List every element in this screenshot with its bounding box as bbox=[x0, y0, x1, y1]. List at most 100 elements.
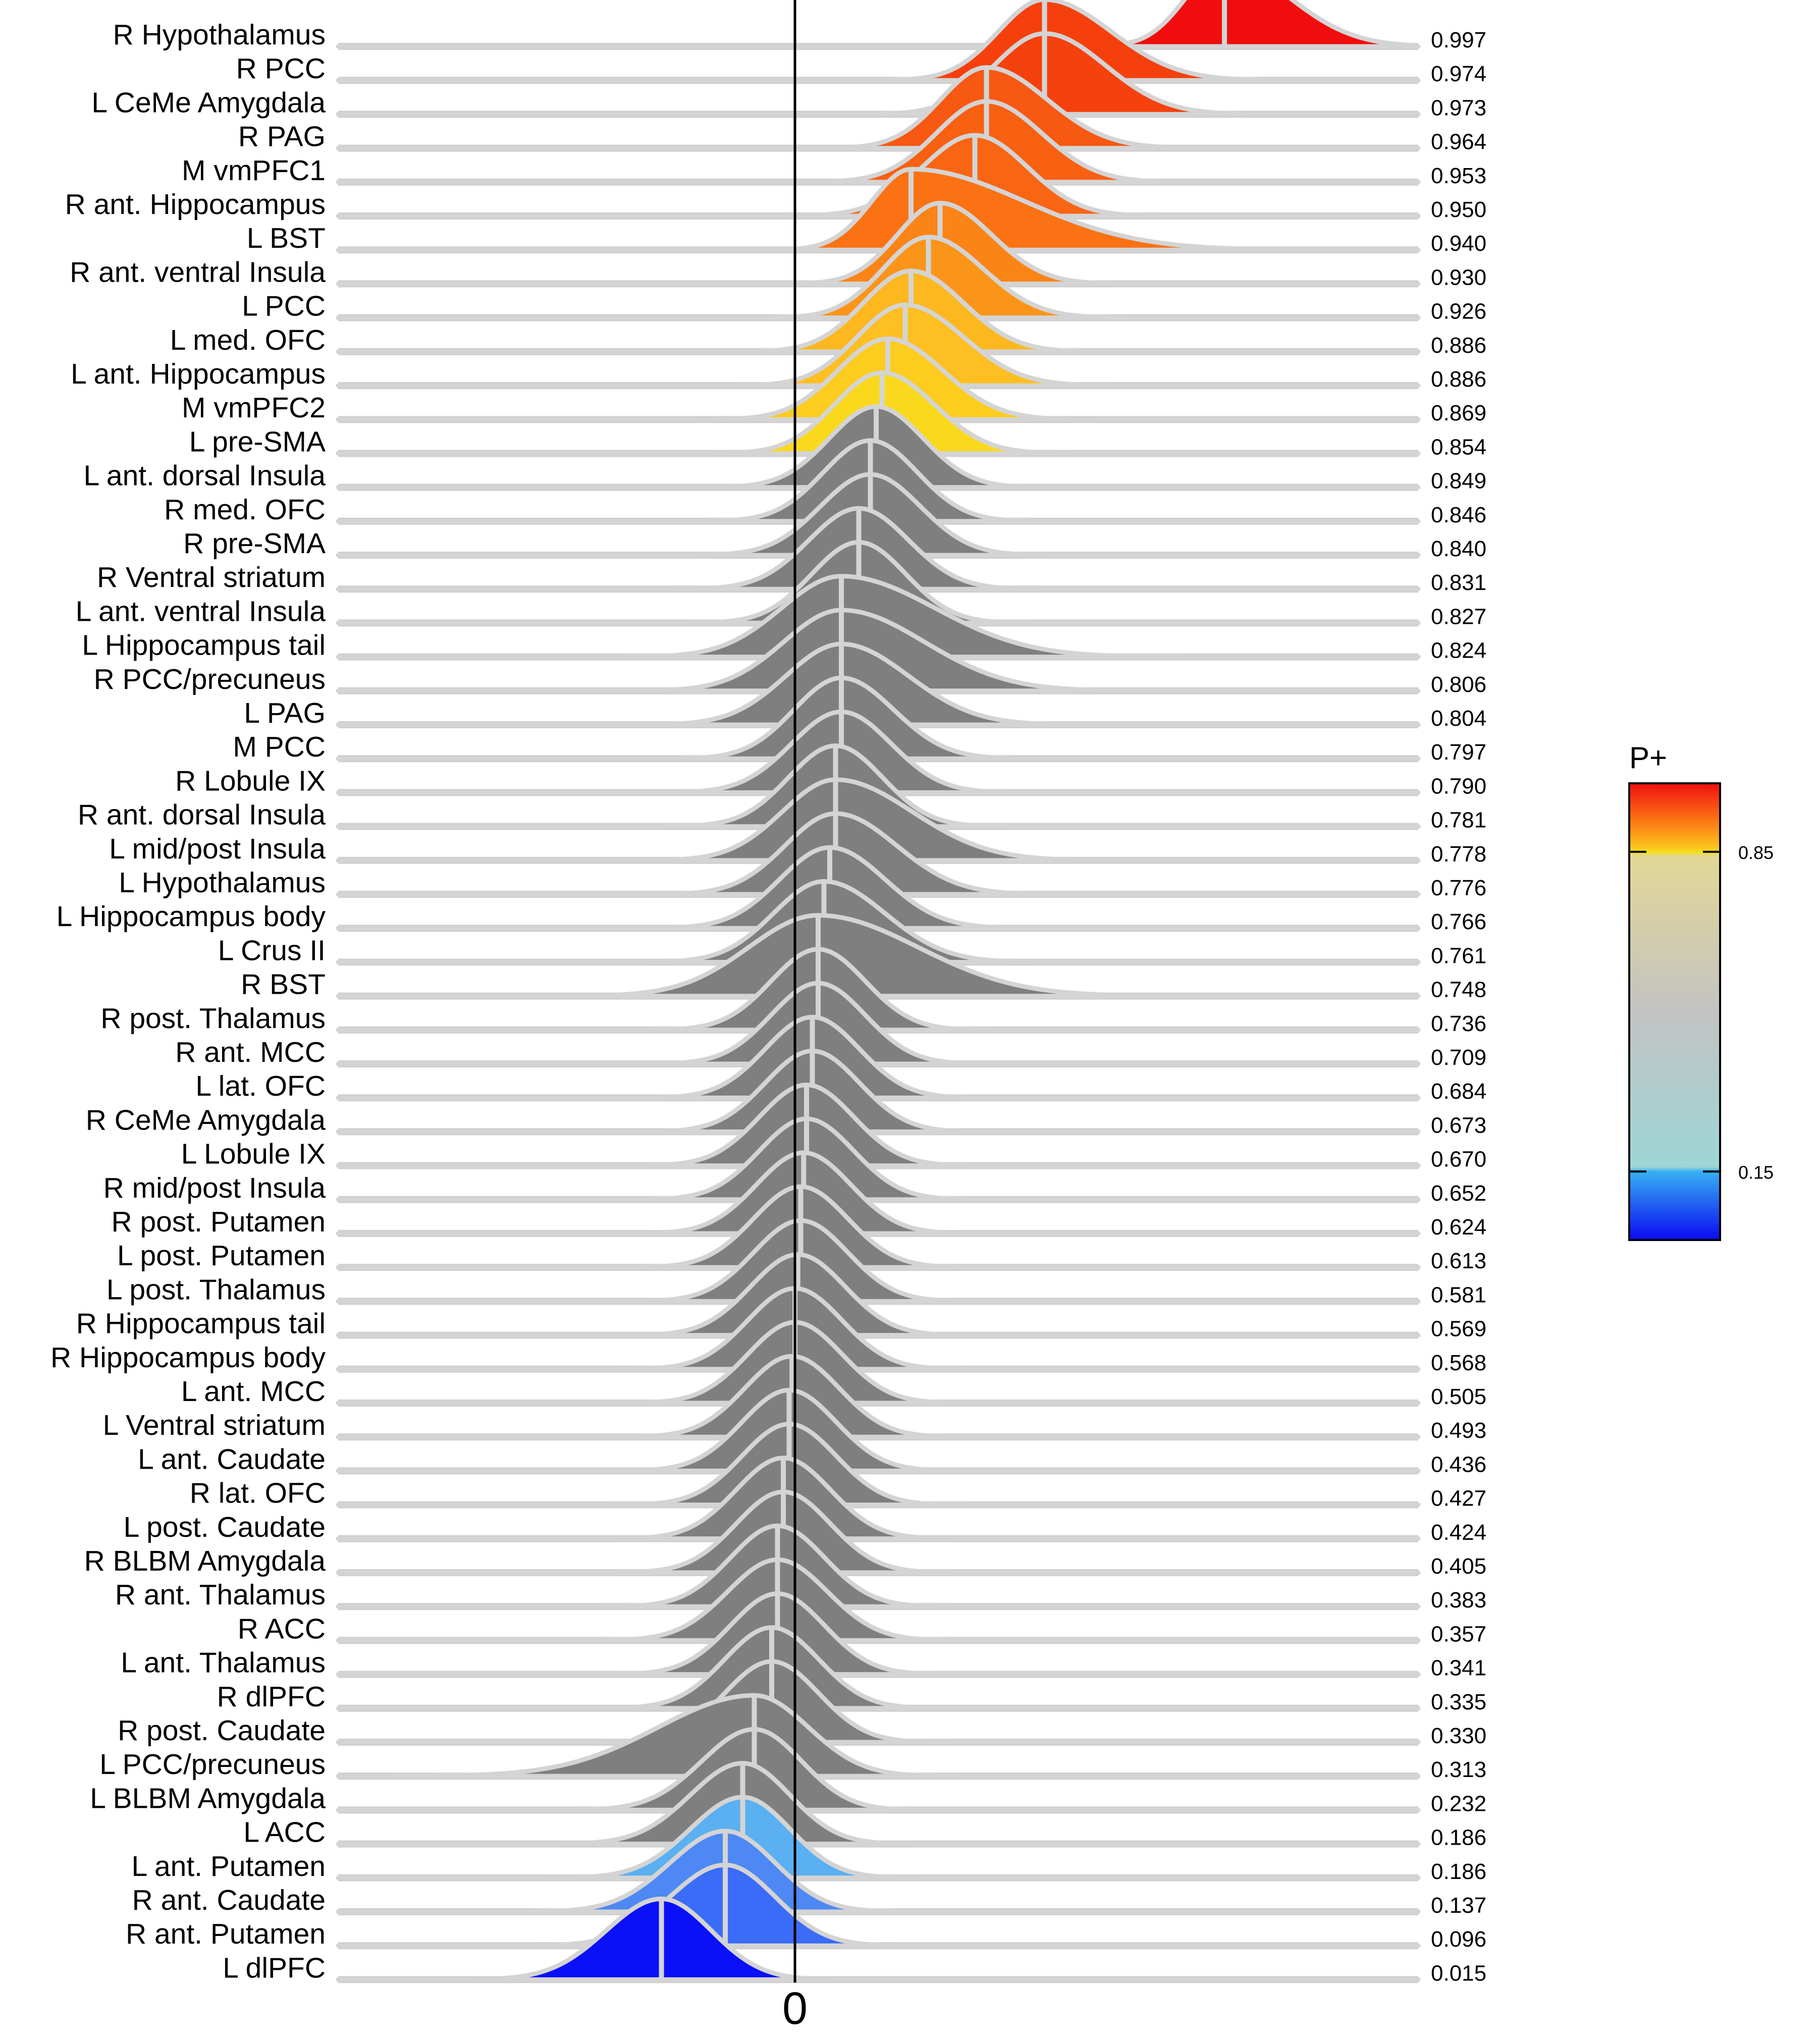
probability-value: 0.624 bbox=[1431, 1215, 1486, 1240]
probability-value: 0.670 bbox=[1431, 1147, 1486, 1172]
ridge-density bbox=[336, 743, 1421, 829]
ridge-density bbox=[336, 1387, 1421, 1473]
region-label: M PCC bbox=[233, 731, 326, 763]
ridge-row: M vmPFC1 0.953 bbox=[182, 99, 1486, 188]
ridge-row: L Ventral striatum 0.493 bbox=[103, 1354, 1486, 1443]
ridge-row: R PCC 0.974 bbox=[236, 0, 1486, 86]
ridge-density bbox=[336, 1795, 1421, 1880]
ridge-row: L CeMe Amygdala 0.973 bbox=[91, 31, 1486, 120]
probability-value: 0.186 bbox=[1431, 1825, 1486, 1850]
region-label: L Ventral striatum bbox=[103, 1409, 326, 1441]
ridge-row: R ant. Thalamus 0.383 bbox=[115, 1523, 1486, 1612]
ridge-row: R post. Putamen 0.624 bbox=[111, 1150, 1486, 1240]
ridge-row: L ant. Caudate 0.436 bbox=[138, 1387, 1486, 1477]
ridge-row: R ant. Putamen 0.096 bbox=[126, 1862, 1486, 1952]
ridge-row: L dlPFC 0.015 bbox=[223, 1896, 1486, 1985]
probability-value: 0.806 bbox=[1431, 672, 1486, 697]
region-label: R ant. Putamen bbox=[126, 1918, 326, 1950]
probability-value: 0.776 bbox=[1431, 876, 1486, 900]
ridge-density bbox=[336, 641, 1421, 727]
ridge-density bbox=[336, 1557, 1421, 1643]
region-label: R lat. OFC bbox=[190, 1477, 326, 1510]
ridge-density bbox=[336, 1625, 1421, 1711]
region-label: L ant. MCC bbox=[181, 1375, 326, 1408]
region-label: R CeMe Amygdala bbox=[86, 1104, 326, 1136]
probability-value: 0.869 bbox=[1431, 401, 1486, 425]
ridge-density bbox=[336, 200, 1421, 286]
ridge-density bbox=[336, 1761, 1421, 1847]
region-label: R post. Caudate bbox=[118, 1714, 326, 1747]
region-label: R ant. Hippocampus bbox=[65, 188, 326, 221]
region-label: R dlPFC bbox=[217, 1681, 326, 1713]
probability-value: 0.015 bbox=[1431, 1961, 1486, 1985]
region-label: L BST bbox=[247, 222, 326, 254]
probability-value: 0.613 bbox=[1431, 1249, 1486, 1273]
region-label: L Crus II bbox=[218, 934, 326, 966]
ridge-density bbox=[336, 1523, 1421, 1609]
ridge-density bbox=[336, 0, 1421, 83]
probability-value: 0.824 bbox=[1431, 638, 1486, 663]
probability-value: 0.137 bbox=[1431, 1893, 1486, 1918]
probability-value: 0.569 bbox=[1431, 1317, 1486, 1341]
region-label: L ACC bbox=[243, 1816, 326, 1849]
probability-value: 0.335 bbox=[1431, 1690, 1486, 1714]
region-label: L post. Caudate bbox=[124, 1511, 326, 1543]
ridge-density bbox=[336, 1693, 1421, 1779]
colorbar-tick-label: 0.85 bbox=[1738, 842, 1774, 863]
ridge-density bbox=[336, 65, 1421, 151]
ridge-density bbox=[336, 268, 1421, 354]
region-label: L med. OFC bbox=[170, 324, 326, 356]
probability-value: 0.652 bbox=[1431, 1181, 1486, 1206]
ridge-row: R lat. OFC 0.427 bbox=[190, 1422, 1486, 1511]
ridge-density bbox=[336, 1828, 1421, 1914]
probability-value: 0.886 bbox=[1431, 333, 1486, 358]
ridge-density bbox=[336, 1083, 1421, 1168]
ridge-row: R ant. Caudate 0.137 bbox=[132, 1828, 1486, 1918]
ridge-density bbox=[336, 31, 1421, 117]
region-label: R Hippocampus tail bbox=[76, 1308, 326, 1340]
region-label: L PAG bbox=[244, 697, 326, 729]
ridge-density bbox=[336, 811, 1421, 897]
probability-value: 0.930 bbox=[1431, 265, 1486, 290]
probability-value: 0.383 bbox=[1431, 1588, 1486, 1612]
region-label: R Ventral striatum bbox=[97, 561, 326, 594]
probability-value: 0.748 bbox=[1431, 978, 1486, 1002]
probability-value: 0.581 bbox=[1431, 1282, 1486, 1307]
colorbar-ticks: 0.85 0.15 bbox=[1629, 842, 1774, 1182]
probability-value: 0.186 bbox=[1431, 1859, 1486, 1884]
probability-value: 0.953 bbox=[1431, 164, 1486, 188]
ridge-density bbox=[336, 1184, 1421, 1270]
region-label: R med. OFC bbox=[164, 494, 326, 526]
probability-value: 0.778 bbox=[1431, 842, 1486, 867]
region-label: R ant. ventral Insula bbox=[70, 256, 326, 288]
ridge-density bbox=[336, 1049, 1421, 1134]
region-label: R post. Putamen bbox=[111, 1206, 326, 1238]
probability-value: 0.568 bbox=[1431, 1351, 1486, 1375]
probability-value: 0.493 bbox=[1431, 1418, 1486, 1443]
ridge-density bbox=[336, 1862, 1421, 1948]
ridge-row: L post. Thalamus 0.581 bbox=[106, 1218, 1486, 1307]
ridge-density bbox=[336, 167, 1421, 252]
region-label: R ant. Thalamus bbox=[115, 1579, 326, 1611]
ridge-density bbox=[336, 1150, 1421, 1236]
ridge-density bbox=[336, 235, 1421, 320]
probability-value: 0.684 bbox=[1431, 1079, 1486, 1104]
region-label: L ant. Hippocampus bbox=[71, 358, 326, 390]
ridge-density bbox=[336, 913, 1421, 999]
probability-value: 0.232 bbox=[1431, 1791, 1486, 1816]
probability-value: 0.840 bbox=[1431, 536, 1486, 561]
ridge-density bbox=[336, 777, 1421, 863]
ridge-density bbox=[336, 1320, 1421, 1406]
probability-value: 0.940 bbox=[1431, 231, 1486, 256]
probability-value: 0.427 bbox=[1431, 1486, 1486, 1511]
region-label: R PCC/precuneus bbox=[94, 663, 326, 695]
ridge-row: R PAG 0.964 bbox=[238, 65, 1486, 154]
ridge-density bbox=[336, 1116, 1421, 1202]
ridge-density bbox=[336, 1896, 1421, 1982]
region-label: R Hippocampus body bbox=[50, 1341, 326, 1374]
probability-value: 0.790 bbox=[1431, 774, 1486, 798]
probability-value: 0.849 bbox=[1431, 469, 1486, 494]
region-label: R Lobule IX bbox=[175, 765, 326, 797]
ridge-density bbox=[336, 1659, 1421, 1745]
region-label: L mid/post Insula bbox=[109, 833, 326, 865]
